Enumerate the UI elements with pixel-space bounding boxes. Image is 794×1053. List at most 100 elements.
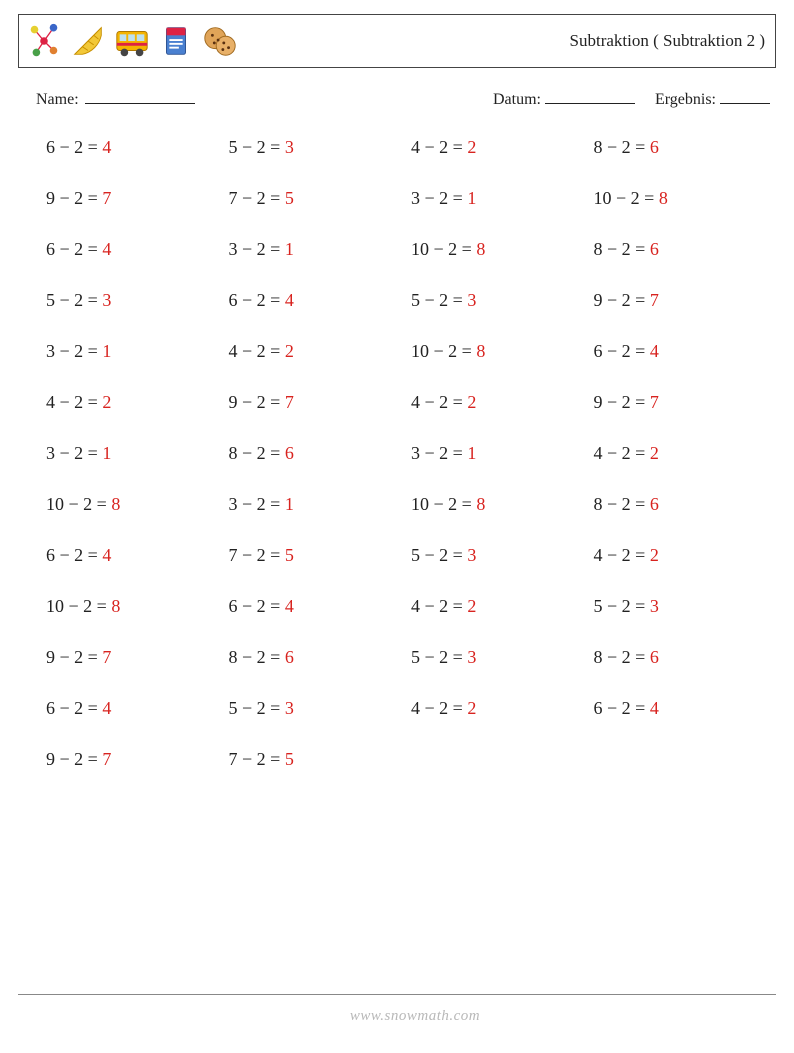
date-label: Datum: [493,91,541,108]
problem-expression: 8 − 2 = [594,494,650,514]
problem-answer: 7 [650,392,659,412]
problem-cell: 3 − 2 = 1 [411,188,584,209]
header-icons [25,22,239,60]
problem-expression: 4 − 2 = [594,443,650,463]
problem-expression: 9 − 2 = [46,188,102,208]
header-box: Subtraktion ( Subtraktion 2 ) [18,14,776,68]
problem-expression: 4 − 2 = [594,545,650,565]
problem-expression: 4 − 2 = [411,392,467,412]
problem-cell: 3 − 2 = 1 [411,443,584,464]
problem-cell: 6 − 2 = 4 [594,698,767,719]
problem-answer: 6 [285,443,294,463]
problem-expression: 5 − 2 = [594,596,650,616]
problem-expression: 7 − 2 = [229,188,285,208]
problem-answer: 3 [650,596,659,616]
problem-cell: 5 − 2 = 3 [229,698,402,719]
name-blank[interactable] [85,90,195,104]
problem-cell: 6 − 2 = 4 [46,698,219,719]
problem-cell: 10 − 2 = 8 [46,596,219,617]
problem-answer: 1 [467,443,476,463]
problem-cell: 8 − 2 = 6 [594,647,767,668]
problem-expression: 6 − 2 = [46,137,102,157]
problem-answer: 6 [650,137,659,157]
problem-expression: 5 − 2 = [46,290,102,310]
worksheet-page: Subtraktion ( Subtraktion 2 ) Name: Datu… [0,0,794,1053]
problems-grid: 6 − 2 = 4 5 − 2 = 3 4 − 2 = 2 8 − 2 = 6 9 − … [46,137,766,770]
problem-answer: 7 [102,188,111,208]
problem-answer: 4 [102,545,111,565]
problem-answer: 4 [102,698,111,718]
problem-expression: 5 − 2 = [411,647,467,667]
problem-answer: 1 [285,494,294,514]
problem-cell: 4 − 2 = 2 [411,392,584,413]
problem-cell: 7 − 2 = 5 [229,188,402,209]
problem-answer: 7 [285,392,294,412]
problem-expression: 4 − 2 = [411,596,467,616]
problem-cell: 4 − 2 = 2 [411,698,584,719]
problem-cell: 6 − 2 = 4 [229,596,402,617]
problem-cell: 8 − 2 = 6 [229,443,402,464]
problem-answer: 6 [285,647,294,667]
problem-cell: 4 − 2 = 2 [229,341,402,362]
problem-answer: 5 [285,749,294,769]
problem-cell: 4 − 2 = 2 [411,596,584,617]
problem-answer: 8 [659,188,668,208]
problem-cell: 10 − 2 = 8 [411,494,584,515]
problem-cell: 3 − 2 = 1 [229,494,402,515]
result-blank[interactable] [720,90,770,104]
problem-expression: 8 − 2 = [594,137,650,157]
problem-answer: 8 [476,494,485,514]
problem-answer: 4 [650,698,659,718]
problem-cell: 3 − 2 = 1 [229,239,402,260]
problem-cell: 9 − 2 = 7 [594,290,767,311]
date-blank[interactable] [545,90,635,104]
problem-answer: 1 [102,443,111,463]
problem-expression: 9 − 2 = [229,392,285,412]
problem-expression: 6 − 2 = [46,239,102,259]
problem-answer: 8 [111,494,120,514]
problem-cell: 4 − 2 = 2 [411,137,584,158]
problem-cell: 10 − 2 = 8 [411,239,584,260]
problem-answer: 4 [285,596,294,616]
problem-cell: 4 − 2 = 2 [594,545,767,566]
problem-answer: 8 [476,239,485,259]
problem-answer: 2 [467,596,476,616]
problem-cell: 9 − 2 = 7 [46,749,219,770]
problem-answer: 6 [650,239,659,259]
problem-answer: 4 [285,290,294,310]
problem-answer: 4 [102,239,111,259]
problem-answer: 2 [102,392,111,412]
problem-answer: 2 [650,545,659,565]
result-label: Ergebnis: [655,91,716,108]
problem-cell: 5 − 2 = 3 [411,290,584,311]
problem-expression: 4 − 2 = [229,341,285,361]
problem-expression: 5 − 2 = [411,290,467,310]
problem-expression: 3 − 2 = [46,341,102,361]
problem-answer: 4 [650,341,659,361]
problem-expression: 6 − 2 = [594,341,650,361]
problem-cell: 6 − 2 = 4 [46,545,219,566]
problem-cell: 5 − 2 = 3 [229,137,402,158]
problem-answer: 2 [467,698,476,718]
problem-answer: 2 [467,137,476,157]
problem-answer: 8 [111,596,120,616]
problem-expression: 4 − 2 = [46,392,102,412]
problem-answer: 3 [467,545,476,565]
problem-answer: 1 [467,188,476,208]
problem-expression: 5 − 2 = [411,545,467,565]
problem-answer: 3 [285,137,294,157]
problem-answer: 7 [102,749,111,769]
problem-expression: 8 − 2 = [229,647,285,667]
problem-cell: 9 − 2 = 7 [594,392,767,413]
problem-cell: 4 − 2 = 2 [594,443,767,464]
problem-expression: 3 − 2 = [46,443,102,463]
problem-answer: 6 [650,647,659,667]
problem-expression: 10 − 2 = [411,341,476,361]
problem-cell: 3 − 2 = 1 [46,341,219,362]
problem-cell: 5 − 2 = 3 [46,290,219,311]
book-icon [157,22,195,60]
problem-cell: 8 − 2 = 6 [594,137,767,158]
problem-cell: 3 − 2 = 1 [46,443,219,464]
problem-expression: 4 − 2 = [411,698,467,718]
problem-expression: 4 − 2 = [411,137,467,157]
